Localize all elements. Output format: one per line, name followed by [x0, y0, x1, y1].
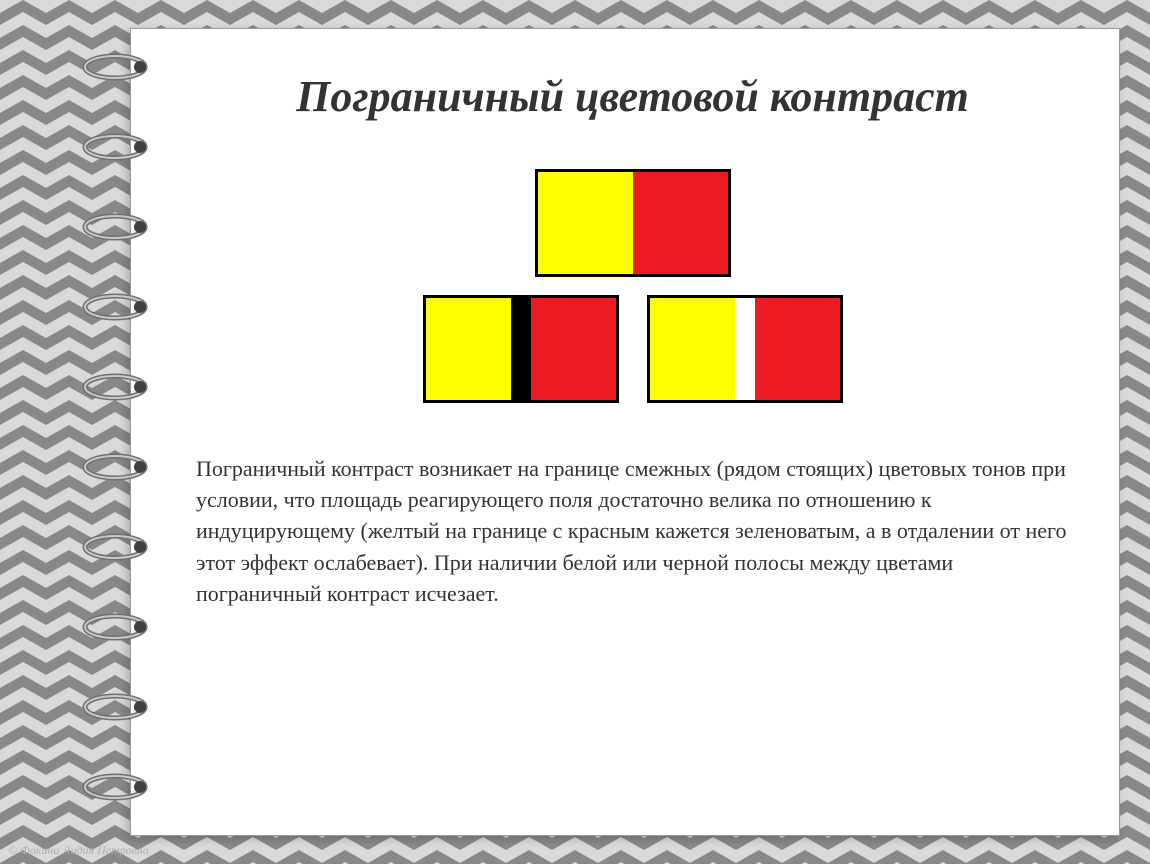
divider-white: [735, 298, 755, 400]
slide-title: Пограничный цветовой контраст: [196, 69, 1069, 124]
swatch-left: [650, 298, 735, 400]
author-watermark: © Фокина Лидия Петровна: [8, 843, 149, 858]
swatch-left: [426, 298, 511, 400]
swatch-right: [531, 298, 616, 400]
slide-page: Пограничный цветовой контраст Пограничны…: [130, 28, 1120, 836]
swatch-row-bottom: [423, 295, 843, 403]
swatch-row-top: [535, 169, 731, 277]
swatch-black-divider: [423, 295, 619, 403]
swatch-no-divider: [535, 169, 731, 277]
spiral-binding: [80, 50, 150, 850]
color-swatches: [196, 169, 1069, 403]
swatch-right: [755, 298, 840, 400]
swatch-white-divider: [647, 295, 843, 403]
swatch-right: [633, 172, 728, 274]
divider-black: [511, 298, 531, 400]
body-paragraph: Пограничный контраст возникает на границ…: [196, 453, 1069, 609]
swatch-left: [538, 172, 633, 274]
